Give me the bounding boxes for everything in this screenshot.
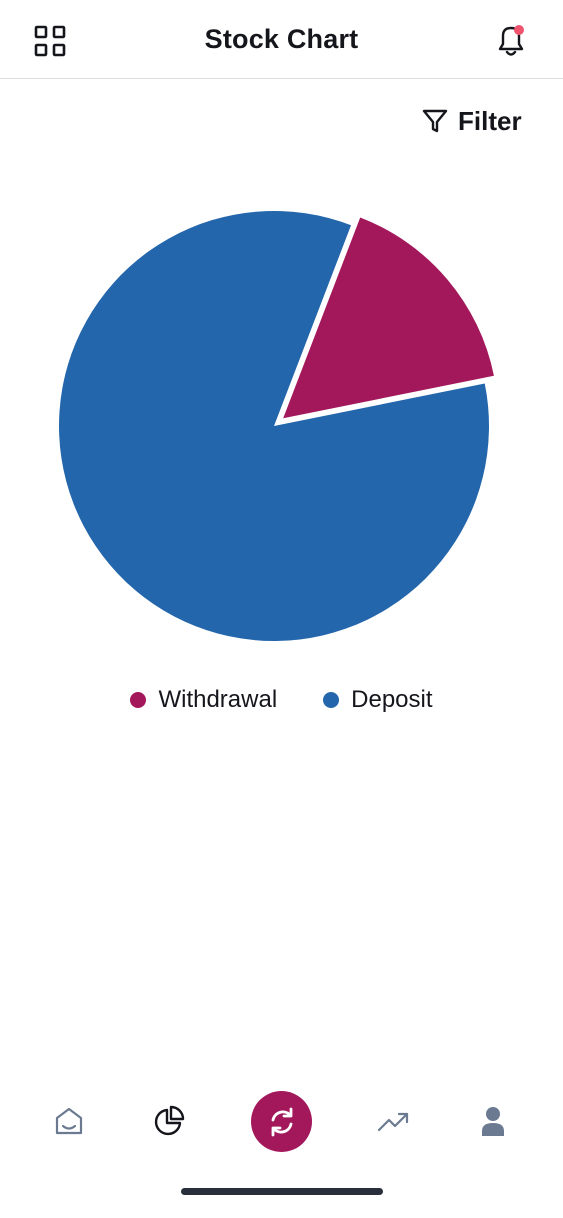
filter-icon — [422, 109, 448, 133]
legend-dot — [130, 692, 147, 708]
app-header: Stock Chart — [0, 0, 563, 79]
legend-dot — [323, 692, 340, 708]
legend-item-deposit[interactable]: Deposit — [323, 686, 433, 714]
legend-label: Withdrawal — [158, 686, 278, 713]
home-icon[interactable] — [51, 1103, 87, 1139]
refresh-icon — [271, 1107, 292, 1136]
refresh-button[interactable] — [251, 1091, 312, 1152]
bottom-nav — [0, 1085, 563, 1157]
notification-bell-icon[interactable] — [491, 20, 531, 60]
legend-item-withdrawal[interactable]: Withdrawal — [130, 686, 277, 714]
page-title: Stock Chart — [204, 24, 359, 54]
trending-up-icon[interactable] — [375, 1103, 411, 1139]
home-indicator — [181, 1188, 383, 1195]
pie-chart-icon[interactable] — [151, 1103, 187, 1139]
pie-chart — [58, 210, 494, 641]
chart-legend: Withdrawal Deposit — [0, 686, 563, 714]
pie-slice-withdrawal[interactable] — [283, 217, 494, 419]
filter-label: Filter — [458, 105, 522, 136]
filter-button[interactable]: Filter — [420, 104, 522, 138]
legend-label: Deposit — [351, 686, 433, 713]
pie-slice-deposit[interactable] — [58, 210, 489, 641]
grid-menu-icon[interactable] — [33, 24, 67, 58]
profile-icon[interactable] — [475, 1103, 511, 1139]
